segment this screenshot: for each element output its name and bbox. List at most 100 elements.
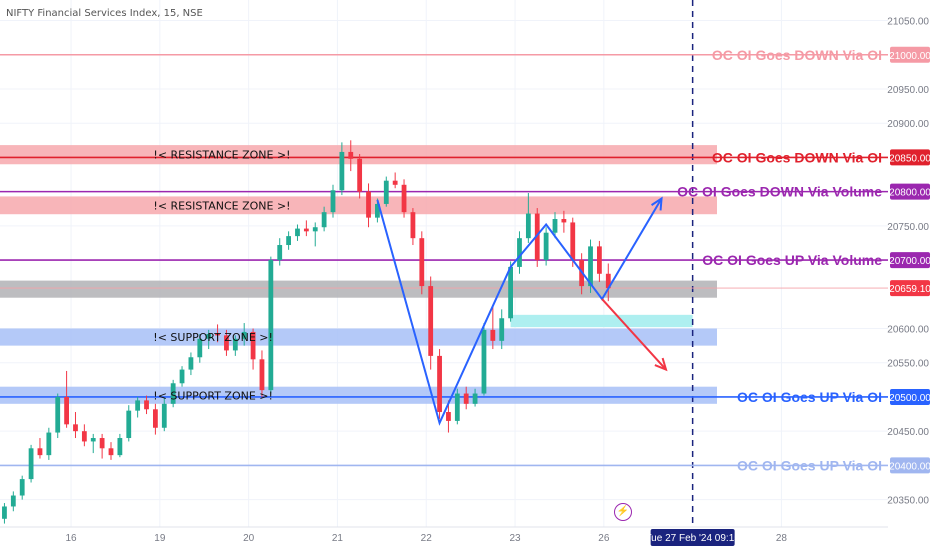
candle-body [19,479,25,496]
candle-body [454,393,460,421]
price-tag [890,149,930,166]
candle-body [153,409,158,428]
last-price-tag [890,280,930,297]
price-tag-text: 21000.00 [889,51,931,62]
candle-body [366,191,371,218]
time-tick-label: 22 [421,533,433,544]
price-tick-label: 20600.00 [887,325,929,336]
zone-label: !< SUPPORT ZONE >! [153,389,273,402]
price-tag-text: 20700.00 [889,256,931,267]
candle-body [312,227,318,232]
zone-band [0,386,717,404]
candle-body [588,246,593,287]
candle-body [561,219,567,223]
lightning-bolt-icon[interactable]: ⚡ [614,503,632,521]
chart-title: NIFTY Financial Services Index, 15, NSE [6,8,203,19]
candle-body [37,448,43,456]
candle-body [259,359,265,391]
candle-body [108,448,114,456]
candle-body [250,331,256,360]
candle-body [90,438,96,442]
candle-body [295,228,300,237]
candle-body [339,151,345,191]
candle-body [552,219,558,233]
zone-layer [0,145,717,404]
time-tick-label: 20 [243,533,255,544]
zone-label: !< RESISTANCE ZONE >! [153,149,290,162]
candle-body [28,448,34,480]
candle-body [161,403,167,428]
candle-body [321,212,327,228]
candle-body [179,369,185,384]
candle-body [224,335,229,351]
candle-body [64,396,69,425]
candle-body [73,424,78,432]
red-arrowhead [654,357,668,372]
price-tag [890,46,930,63]
last-price-tag-text: 20659.10 [889,284,931,295]
price-tick-label: 20350.00 [887,496,929,507]
candle-body [232,338,238,351]
zone-band [0,196,717,215]
candle-body [206,333,212,339]
candle-body [268,260,274,391]
candle-body [428,286,434,356]
forecast-down-line [601,298,667,371]
candle-body [144,400,149,410]
candle-body [2,506,7,519]
candle-body [375,203,380,218]
price-tick-label: 20450.00 [887,427,929,438]
zone-band [0,328,717,346]
time-axis[interactable]: 16 19 20 21 22 23 26 28 Tue 27 Feb '24 09:15 [0,526,888,546]
candle-body [605,273,611,289]
candle-body [543,232,549,261]
candle-body [383,180,389,204]
candle-body [99,438,105,449]
candle-body [81,431,87,442]
price-tick-label: 20550.00 [887,359,929,370]
price-tag [890,183,930,200]
candle-body [392,180,398,185]
candle-body [188,357,194,370]
candle-body [499,318,505,341]
candle-body [215,333,220,336]
level-label: OC OI Goes UP Via OI [737,389,882,405]
candle-body [525,213,531,239]
candle-body [10,495,16,507]
blue-arrowhead [651,196,663,211]
price-tick-label: 20750.00 [887,222,929,233]
price-tag-text: 20500.00 [889,393,931,404]
candle-body [303,228,309,232]
level-label: OC OI Goes DOWN Via Volume [677,184,882,200]
price-tag-text: 20850.00 [889,153,931,164]
zone-label: !< SUPPORT ZONE >! [153,331,273,344]
candle-body [330,190,336,213]
candle-body [508,266,513,319]
candle-body [170,383,176,404]
candle-body [570,222,576,261]
level-label: OC OI Goes DOWN Via OI [712,47,882,63]
candle-body [419,238,425,287]
zone-band [0,145,717,165]
price-tick-label: 20950.00 [887,85,929,96]
cyan-zone [510,314,693,328]
price-axis[interactable]: 21050.00 20950.00 20900.00 20750.00 20600.00… [887,0,932,550]
candle-body [517,238,522,267]
price-tick-label: 21050.00 [887,17,929,28]
price-tag [890,457,930,474]
current-time-tag [650,529,735,546]
time-tick-label: 19 [154,533,166,544]
candle-body [534,213,540,261]
candle-body [597,246,602,274]
zone-band [0,280,717,298]
level-lines-layer [0,0,888,527]
time-tick-label: 28 [776,533,788,544]
price-tick-label: 20900.00 [887,119,929,130]
candle-body [277,245,283,261]
level-label: OC OI Goes UP Via OI [737,457,882,473]
candle-body [463,393,469,404]
candle-body [117,438,123,456]
candle-body [437,355,442,413]
price-tag-text: 20800.00 [889,188,931,199]
